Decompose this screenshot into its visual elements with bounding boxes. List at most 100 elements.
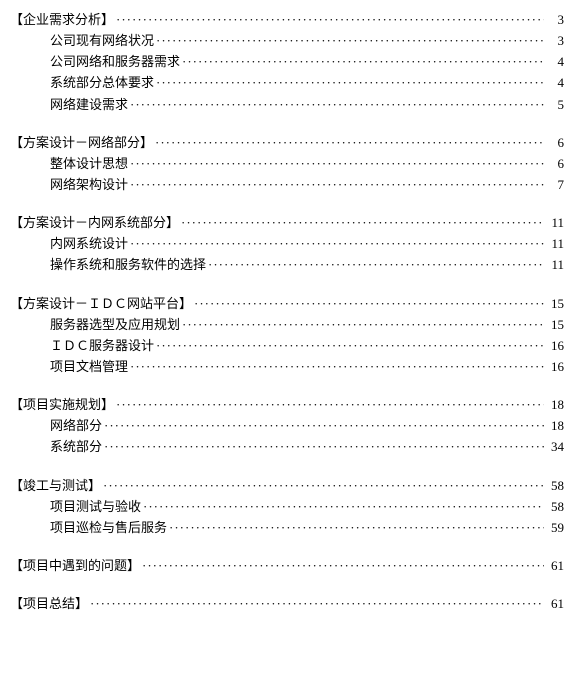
- toc-section: 【方案设计－网络部分】·····························…: [10, 133, 564, 195]
- toc-item-label: ＩＤＣ服务器设计: [50, 336, 154, 356]
- toc-leader: ········································…: [156, 73, 544, 93]
- toc-item-line: 网络架构设计··································…: [10, 175, 564, 195]
- toc-page-number: 18: [546, 395, 564, 415]
- toc-page-number: 11: [546, 255, 564, 275]
- toc-leader: ········································…: [208, 255, 544, 275]
- toc-leader: ········································…: [104, 416, 544, 436]
- toc-heading-label: 【方案设计－内网系统部分】: [10, 213, 179, 233]
- toc-page-number: 61: [546, 594, 564, 614]
- toc-page-number: 59: [546, 518, 564, 538]
- toc-leader: ········································…: [156, 336, 544, 356]
- toc-item-line: ＩＤＣ服务器设计································…: [10, 336, 564, 356]
- toc-heading-label: 【项目中遇到的问题】: [10, 556, 140, 576]
- toc-heading-line: 【方案设计－ＩＤＣ网站平台】··························…: [10, 294, 564, 314]
- toc-page-number: 61: [546, 556, 564, 576]
- toc-section: 【方案设计－ＩＤＣ网站平台】··························…: [10, 294, 564, 378]
- toc-item-label: 服务器选型及应用规划: [50, 315, 180, 335]
- toc-item-line: 操作系统和服务软件的选择····························…: [10, 255, 564, 275]
- toc-page-number: 11: [546, 234, 564, 254]
- toc-leader: ········································…: [103, 476, 544, 496]
- toc-item-label: 项目巡检与售后服务: [50, 518, 167, 538]
- toc-leader: ········································…: [130, 95, 544, 115]
- toc-item-label: 操作系统和服务软件的选择: [50, 255, 206, 275]
- toc-leader: ········································…: [116, 10, 544, 30]
- toc-item-line: 整体设计思想··································…: [10, 154, 564, 174]
- toc-page-number: 16: [546, 357, 564, 377]
- toc-page-number: 4: [546, 73, 564, 93]
- toc-page-number: 3: [546, 10, 564, 30]
- toc-item-label: 公司现有网络状况: [50, 31, 154, 51]
- toc-heading-label: 【项目总结】: [10, 594, 88, 614]
- toc-item-line: 公司网络和服务器需求······························…: [10, 52, 564, 72]
- toc-item-line: 网络部分····································…: [10, 416, 564, 436]
- toc-page-number: 15: [546, 315, 564, 335]
- toc-leader: ········································…: [142, 556, 544, 576]
- toc-page-number: 6: [546, 154, 564, 174]
- toc-heading-label: 【竣工与测试】: [10, 476, 101, 496]
- toc-page-number: 5: [546, 95, 564, 115]
- toc-item-line: 项目文档管理··································…: [10, 357, 564, 377]
- toc-item-line: 公司现有网络状况································…: [10, 31, 564, 51]
- toc-heading-label: 【方案设计－ＩＤＣ网站平台】: [10, 294, 192, 314]
- toc-leader: ········································…: [104, 437, 544, 457]
- toc-leader: ········································…: [194, 294, 544, 314]
- toc-heading-line: 【竣工与测试】·································…: [10, 476, 564, 496]
- toc-item-label: 内网系统设计: [50, 234, 128, 254]
- toc-item-label: 公司网络和服务器需求: [50, 52, 180, 72]
- toc-heading-line: 【方案设计－网络部分】·····························…: [10, 133, 564, 153]
- toc-leader: ········································…: [182, 52, 544, 72]
- toc-item-line: 系统部分总体要求································…: [10, 73, 564, 93]
- toc-page-number: 11: [546, 213, 564, 233]
- toc-section: 【项目总结】··································…: [10, 594, 564, 614]
- toc-heading-line: 【方案设计－内网系统部分】···························…: [10, 213, 564, 233]
- toc-item-line: 项目测试与验收·································…: [10, 497, 564, 517]
- toc-page-number: 15: [546, 294, 564, 314]
- toc-leader: ········································…: [169, 518, 544, 538]
- table-of-contents: 【企业需求分析】································…: [10, 10, 564, 614]
- toc-item-label: 整体设计思想: [50, 154, 128, 174]
- toc-heading-label: 【方案设计－网络部分】: [10, 133, 153, 153]
- toc-page-number: 18: [546, 416, 564, 436]
- toc-section: 【方案设计－内网系统部分】···························…: [10, 213, 564, 275]
- toc-item-label: 系统部分总体要求: [50, 73, 154, 93]
- toc-item-line: 项目巡检与售后服务·······························…: [10, 518, 564, 538]
- toc-heading-line: 【项目实施规划】································…: [10, 395, 564, 415]
- toc-leader: ········································…: [130, 234, 544, 254]
- toc-leader: ········································…: [130, 154, 544, 174]
- toc-leader: ········································…: [182, 315, 544, 335]
- toc-item-line: 服务器选型及应用规划······························…: [10, 315, 564, 335]
- toc-page-number: 16: [546, 336, 564, 356]
- toc-leader: ········································…: [155, 133, 544, 153]
- toc-page-number: 6: [546, 133, 564, 153]
- toc-leader: ········································…: [143, 497, 544, 517]
- toc-item-label: 项目测试与验收: [50, 497, 141, 517]
- toc-leader: ········································…: [90, 594, 544, 614]
- toc-leader: ········································…: [116, 395, 544, 415]
- toc-leader: ········································…: [130, 175, 544, 195]
- toc-section: 【项目实施规划】································…: [10, 395, 564, 457]
- toc-heading-line: 【项目总结】··································…: [10, 594, 564, 614]
- toc-page-number: 34: [546, 437, 564, 457]
- toc-section: 【企业需求分析】································…: [10, 10, 564, 115]
- toc-section: 【项目中遇到的问题】······························…: [10, 556, 564, 576]
- toc-item-label: 网络部分: [50, 416, 102, 436]
- toc-item-line: 内网系统设计··································…: [10, 234, 564, 254]
- toc-leader: ········································…: [156, 31, 544, 51]
- toc-leader: ········································…: [130, 357, 544, 377]
- toc-page-number: 58: [546, 497, 564, 517]
- toc-heading-line: 【企业需求分析】································…: [10, 10, 564, 30]
- toc-item-line: 网络建设需求··································…: [10, 95, 564, 115]
- toc-page-number: 7: [546, 175, 564, 195]
- toc-heading-label: 【企业需求分析】: [10, 10, 114, 30]
- toc-item-label: 系统部分: [50, 437, 102, 457]
- toc-item-label: 项目文档管理: [50, 357, 128, 377]
- toc-section: 【竣工与测试】·································…: [10, 476, 564, 538]
- toc-item-line: 系统部分····································…: [10, 437, 564, 457]
- toc-item-label: 网络架构设计: [50, 175, 128, 195]
- toc-heading-line: 【项目中遇到的问题】······························…: [10, 556, 564, 576]
- toc-page-number: 58: [546, 476, 564, 496]
- toc-leader: ········································…: [181, 213, 544, 233]
- toc-page-number: 3: [546, 31, 564, 51]
- toc-page-number: 4: [546, 52, 564, 72]
- toc-heading-label: 【项目实施规划】: [10, 395, 114, 415]
